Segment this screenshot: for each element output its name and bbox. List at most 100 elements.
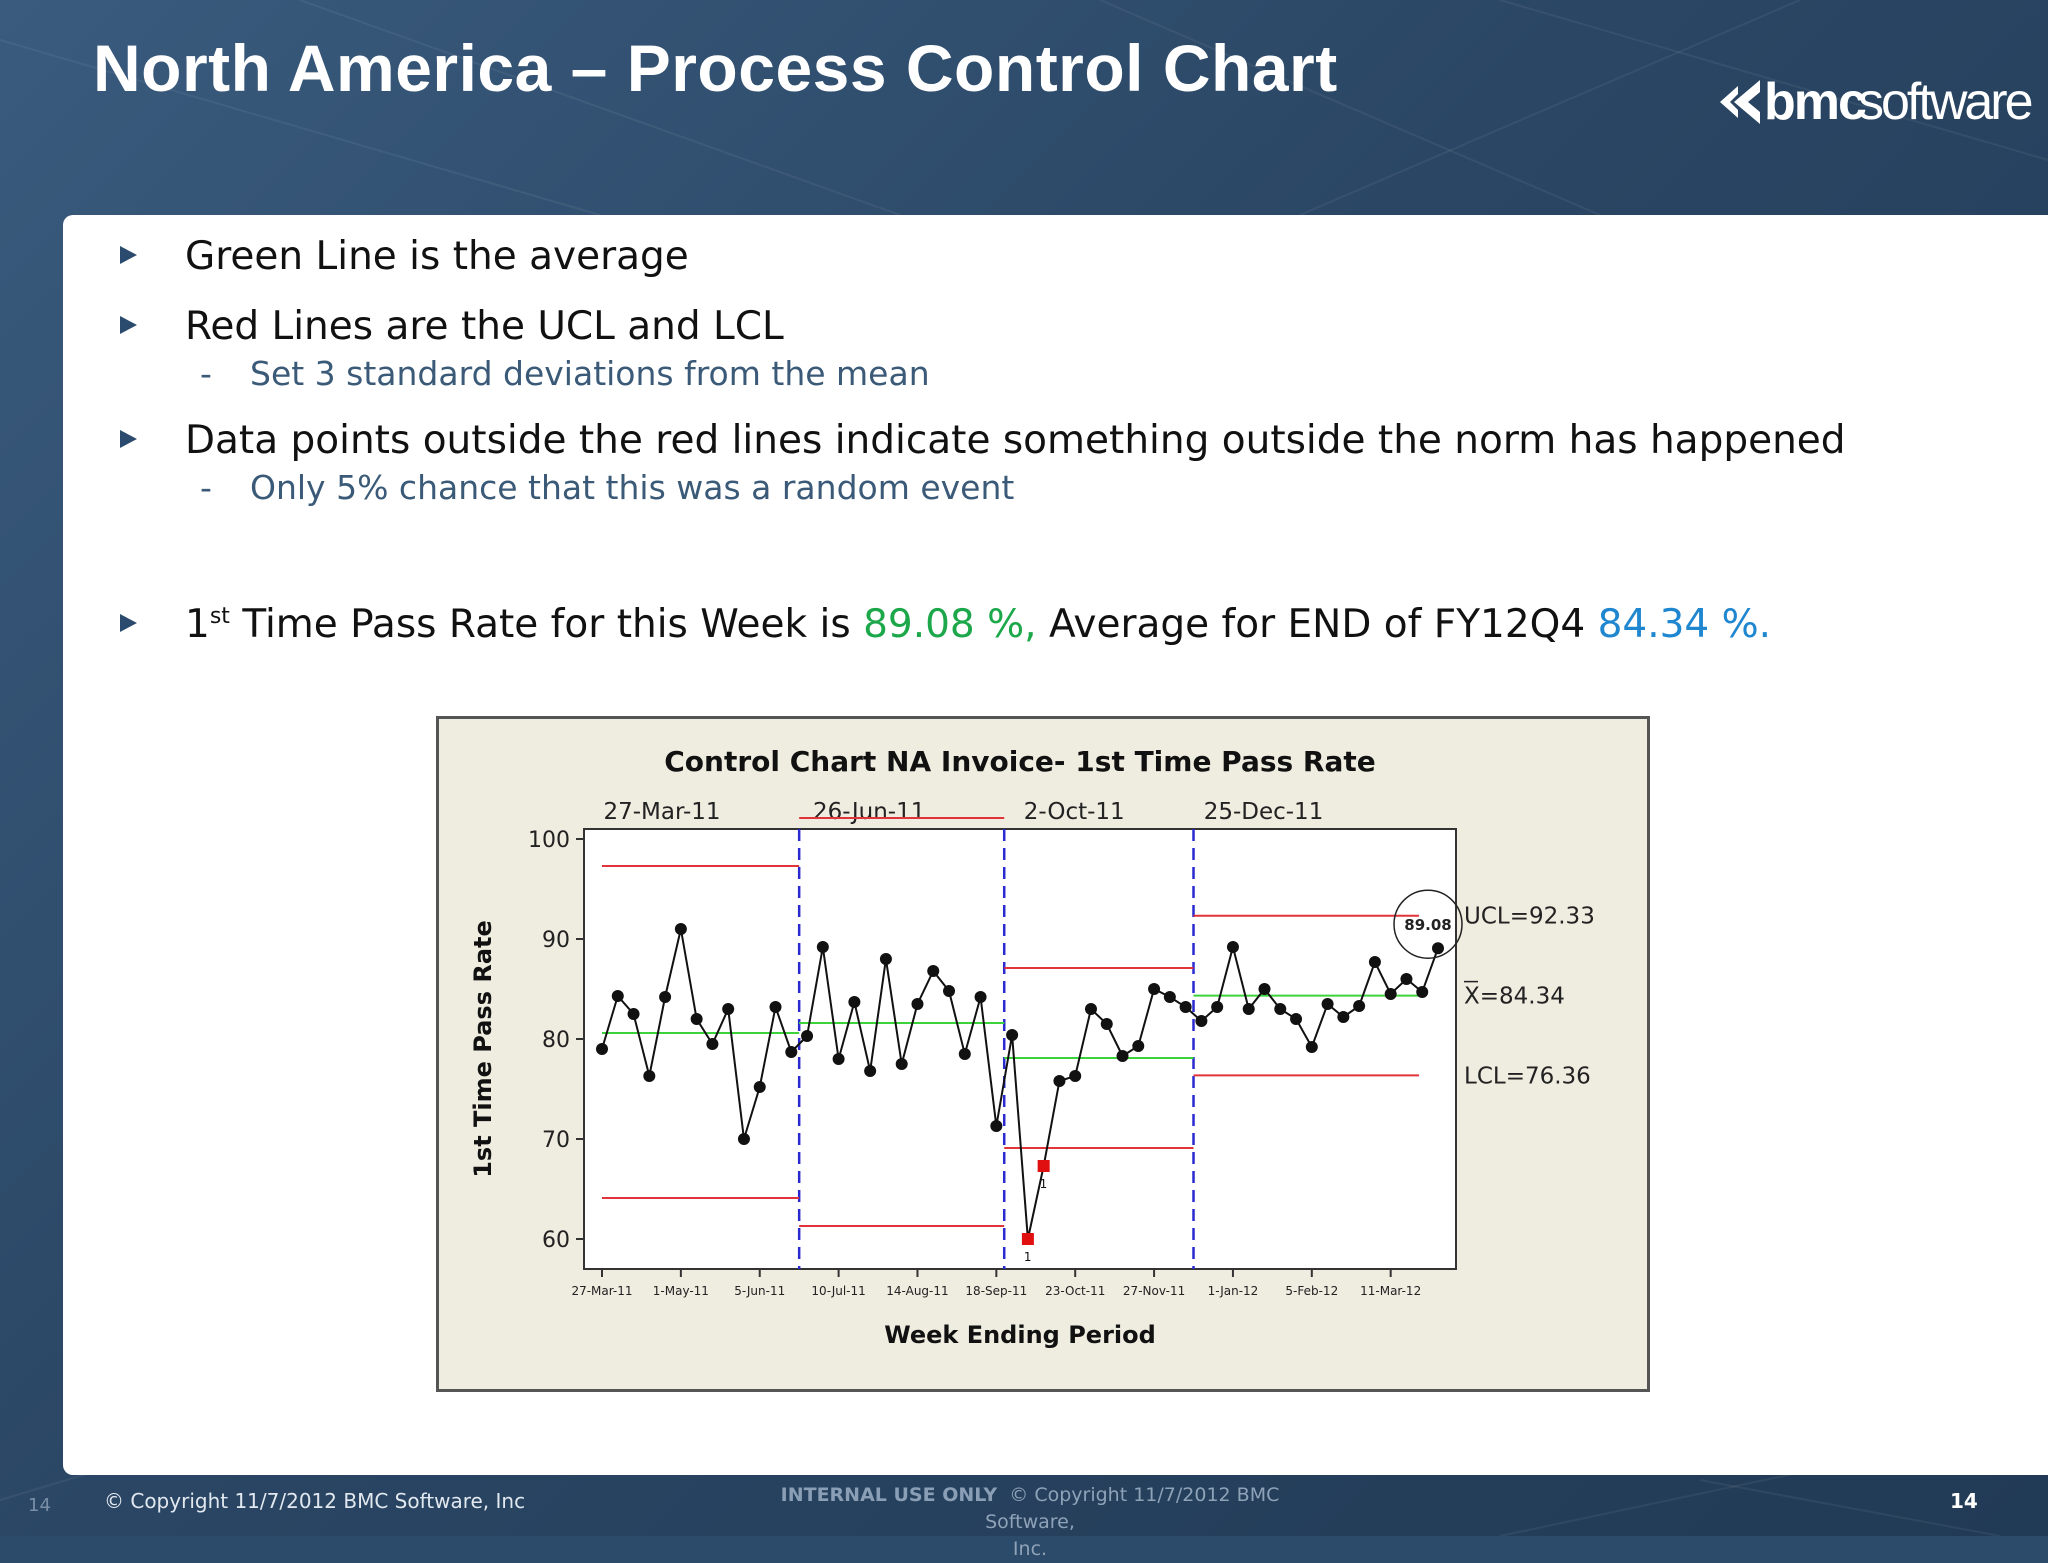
- y-tick-label: 60: [542, 1228, 570, 1253]
- data-point: [1305, 1041, 1318, 1053]
- data-point: [1321, 998, 1334, 1010]
- highlight-label: 89.08: [1404, 916, 1451, 934]
- data-point: [1069, 1070, 1082, 1082]
- lcl-value-label: LCL=76.36: [1464, 1063, 1591, 1089]
- data-point: [1432, 942, 1444, 955]
- x-tick-label: 18-Sep-11: [965, 1284, 1027, 1298]
- footer-mid-copyright: © Copyright 11/7/2012 BMC Software,: [985, 1484, 1280, 1533]
- pass-rate-prefix: 1: [185, 602, 210, 647]
- x-tick-label: 23-Oct-11: [1045, 1284, 1105, 1298]
- phase-label: 27-Mar-11: [603, 799, 720, 825]
- mean-value-label: X=84.34: [1464, 984, 1565, 1010]
- data-point: [1226, 941, 1239, 953]
- data-point: [974, 991, 987, 1003]
- x-tick-label: 27-Nov-11: [1123, 1284, 1185, 1298]
- out-of-control-point: [1021, 1233, 1034, 1245]
- average-pass-rate-value: 84.34 %.: [1597, 602, 1772, 647]
- phase-label: 25-Dec-11: [1204, 799, 1324, 825]
- data-point: [753, 1081, 766, 1093]
- phase-label: 26-Jun-11: [813, 799, 925, 825]
- bullet-arrow-icon: [120, 614, 137, 632]
- data-point: [1116, 1050, 1129, 1062]
- x-tick-label: 1-Jan-12: [1208, 1284, 1259, 1298]
- data-point: [1337, 1011, 1350, 1023]
- x-tick-label: 14-Aug-11: [886, 1284, 948, 1298]
- data-point: [1132, 1040, 1145, 1052]
- data-point: [785, 1046, 798, 1058]
- data-point: [911, 998, 924, 1010]
- phase-label: 2-Oct-11: [1024, 799, 1125, 825]
- x-axis-label: Week Ending Period: [884, 1321, 1156, 1349]
- data-point: [596, 1043, 608, 1055]
- bullet-arrow-icon: [120, 430, 137, 448]
- bmc-logo: bmc software: [1720, 72, 2034, 142]
- data-point: [1384, 988, 1397, 1000]
- data-point: [832, 1053, 845, 1065]
- data-point: [722, 1003, 735, 1015]
- x-tick-label: 5-Feb-12: [1285, 1284, 1338, 1298]
- data-point: [927, 965, 940, 977]
- data-point: [1274, 1003, 1287, 1015]
- bullet-text: Red Lines are the UCL and LCL: [185, 304, 784, 349]
- data-point: [1006, 1029, 1019, 1041]
- logo-bmc-text: bmc: [1764, 73, 1867, 131]
- y-tick-label: 80: [542, 1028, 570, 1053]
- y-tick-label: 100: [528, 828, 570, 853]
- bmc-chevron-icon: [1720, 80, 1760, 124]
- data-point: [1163, 991, 1176, 1003]
- logo-software-text: software: [1858, 73, 2034, 131]
- out-of-control-mark: 1: [1024, 1250, 1032, 1264]
- data-point: [643, 1070, 656, 1082]
- data-point: [1195, 1015, 1208, 1027]
- sub-bullet-text: Only 5% chance that this was a random ev…: [250, 468, 1015, 507]
- slide-title: North America – Process Control Chart: [93, 31, 1338, 105]
- data-point: [627, 1008, 640, 1020]
- y-tick-label: 70: [542, 1128, 570, 1153]
- data-point: [1258, 983, 1271, 995]
- data-point: [879, 953, 892, 965]
- footer-internal-label: INTERNAL USE ONLY: [780, 1484, 998, 1506]
- data-point: [801, 1030, 814, 1042]
- pass-rate-text: 1st Time Pass Rate for this Week is 89.0…: [185, 602, 1771, 647]
- bullet-arrow-icon: [120, 246, 137, 264]
- pass-rate-middle: Average for END of FY12Q4: [1036, 602, 1598, 647]
- data-point: [706, 1038, 719, 1050]
- bullet-text: Data points outside the red lines indica…: [185, 418, 1846, 463]
- sub-bullet-dash: -: [200, 354, 212, 393]
- data-point: [769, 1001, 782, 1013]
- sub-bullet-dash: -: [200, 468, 212, 507]
- x-tick-label: 11-Mar-12: [1360, 1284, 1421, 1298]
- x-tick-label: 27-Mar-11: [571, 1284, 632, 1298]
- highlight-circle: [1393, 889, 1463, 959]
- data-point: [1242, 1003, 1255, 1015]
- data-point: [1211, 1001, 1224, 1013]
- x-tick-label: 5-Jun-11: [734, 1284, 785, 1298]
- footer-page-number-right: 14: [1950, 1489, 1978, 1513]
- ucl-value-label: UCL=92.33: [1464, 904, 1595, 930]
- data-point: [1400, 973, 1413, 985]
- data-point: [1053, 1075, 1066, 1087]
- chart-title: Control Chart NA Invoice- 1st Time Pass …: [664, 745, 1376, 778]
- data-point: [1179, 1001, 1192, 1013]
- bullet-text: Green Line is the average: [185, 234, 689, 279]
- data-point: [1353, 1000, 1366, 1012]
- data-point: [864, 1065, 877, 1077]
- data-point: [895, 1058, 908, 1070]
- data-point: [1084, 1003, 1097, 1015]
- data-point: [674, 923, 687, 935]
- footer-mid-copyright-2: Inc.: [1012, 1538, 1048, 1560]
- x-tick-label: 10-Jul-11: [811, 1284, 865, 1298]
- data-point: [958, 1048, 971, 1060]
- pass-rate-lead: Time Pass Rate for this Week is: [229, 602, 864, 647]
- data-point: [943, 985, 956, 997]
- week-pass-rate-value: 89.08 %,: [863, 602, 1037, 647]
- data-point: [1148, 983, 1161, 995]
- data-point: [990, 1120, 1003, 1132]
- y-tick-label: 90: [542, 928, 570, 953]
- data-point: [1290, 1013, 1303, 1025]
- pass-rate-sup: st: [209, 604, 230, 629]
- data-point: [1416, 986, 1429, 998]
- x-tick-label: 1-May-11: [653, 1284, 709, 1298]
- data-point: [848, 996, 861, 1008]
- footer-copyright: © Copyright 11/7/2012 BMC Software, Inc: [104, 1489, 526, 1513]
